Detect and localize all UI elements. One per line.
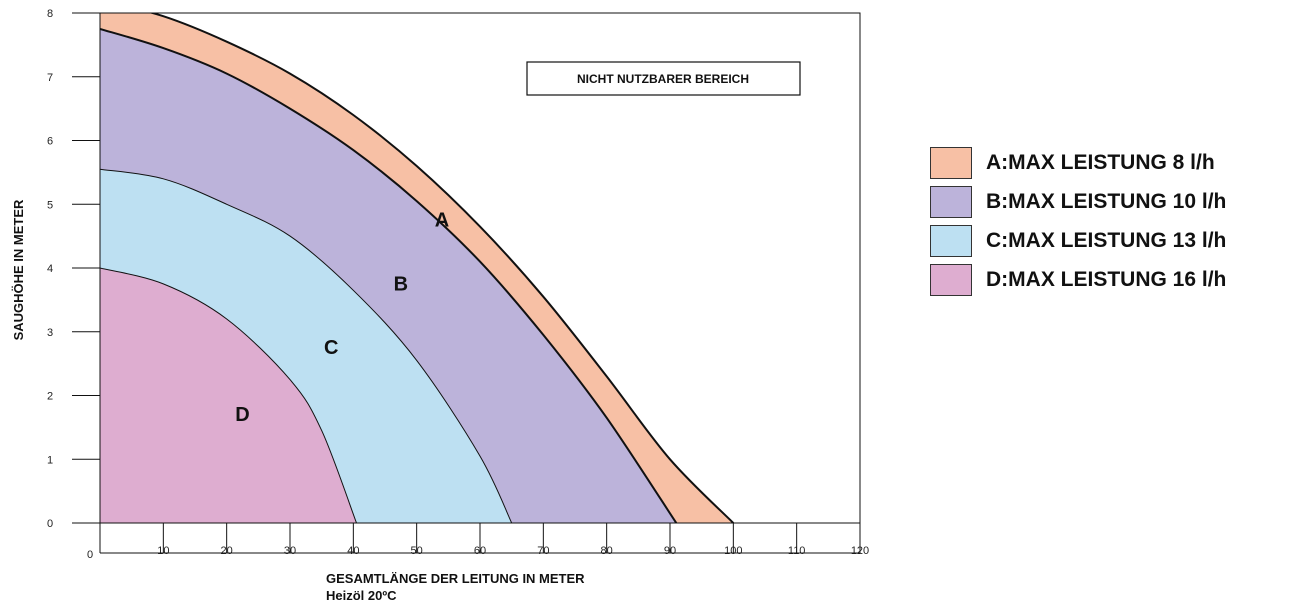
legend-item-d: D:MAX LEISTUNG 16 l/h: [930, 263, 1226, 297]
x-tick-label: 50: [411, 545, 423, 557]
y-tick-label: 5: [47, 199, 53, 211]
x-tick-label: 110: [788, 545, 806, 557]
x-tick-label: 90: [664, 545, 676, 557]
x-axis-title: GESAMTLÄNGE DER LEITUNG IN METER: [326, 571, 585, 586]
legend-item-c: C:MAX LEISTUNG 13 l/h: [930, 224, 1226, 258]
y-tick-label: 0: [47, 518, 53, 530]
x-tick-label: 0: [87, 549, 93, 561]
y-tick-label: 8: [47, 8, 53, 20]
x-tick-label: 30: [284, 545, 296, 557]
curve-b: [100, 27, 678, 523]
y-tick-label: 3: [47, 327, 53, 339]
x-tick-label: 20: [221, 545, 233, 557]
legend-label-a: A:MAX LEISTUNG 8 l/h: [986, 151, 1215, 174]
chart-regions: [100, 13, 734, 523]
x-tick-label: 70: [537, 545, 549, 557]
legend-label-c: C:MAX LEISTUNG 13 l/h: [986, 229, 1227, 252]
chart-region-labels: A B C D: [235, 210, 449, 426]
legend-swatch-c: [930, 225, 972, 257]
region-label-a: A: [435, 210, 449, 232]
legend-swatch-d: [930, 264, 972, 296]
legend: A:MAX LEISTUNG 8 l/h B:MAX LEISTUNG 10 l…: [930, 146, 1226, 302]
chart-axes: 0 10 20 30 40 50 60 70 80 90 100 110 120 0 1 2 3 4 5 6 7 8: [47, 8, 869, 561]
legend-swatch-a: [930, 147, 972, 179]
legend-swatch-b: [930, 186, 972, 218]
unusable-area-text: NICHT NUTZBARER BEREICH: [577, 72, 749, 86]
legend-item-b: B:MAX LEISTUNG 10 l/h: [930, 185, 1226, 219]
y-tick-label: 7: [47, 72, 53, 84]
x-tick-label: 40: [347, 545, 359, 557]
x-axis-note: Heizöl 20ºC: [326, 588, 397, 603]
curve-a: [148, 13, 735, 523]
x-tick-label: 80: [601, 545, 613, 557]
x-tick-label: 10: [157, 545, 169, 557]
legend-label-d: D:MAX LEISTUNG 16 l/h: [986, 268, 1227, 291]
region-label-b: B: [394, 273, 408, 295]
legend-item-a: A:MAX LEISTUNG 8 l/h: [930, 146, 1226, 180]
y-tick-label: 4: [47, 263, 53, 275]
y-axis-title: SAUGHÖHE IN METER: [11, 199, 26, 340]
region-label-d: D: [235, 404, 249, 426]
legend-label-b: B:MAX LEISTUNG 10 l/h: [986, 190, 1227, 213]
y-tick-label: 6: [47, 136, 53, 148]
x-tick-label: 60: [474, 545, 486, 557]
region-d: [100, 268, 357, 523]
x-tick-label: 100: [724, 545, 742, 557]
unusable-area-note: NICHT NUTZBARER BEREICH: [526, 61, 801, 96]
region-label-c: C: [324, 337, 338, 359]
x-tick-label: 120: [851, 545, 869, 557]
chart-curves: [100, 13, 735, 523]
curve-d: [100, 267, 357, 523]
y-tick-label: 2: [47, 391, 53, 403]
y-tick-label: 1: [47, 454, 53, 466]
curve-c: [100, 168, 513, 523]
